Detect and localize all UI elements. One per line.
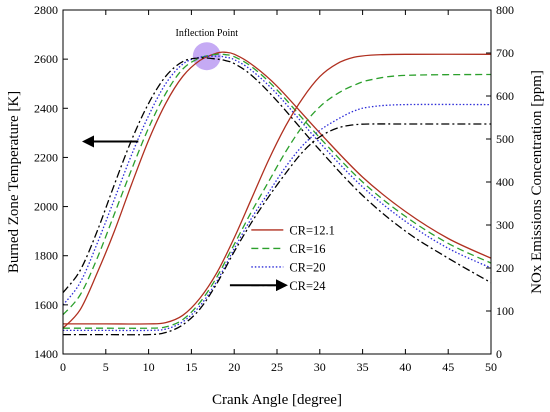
x-tick-label: 30 <box>314 360 326 374</box>
temperature-line-CR121 <box>62 51 492 329</box>
y-left-tick-label: 2600 <box>34 52 58 66</box>
y-right-tick-label: 300 <box>496 218 514 232</box>
y-right-tick-label: 600 <box>496 89 514 103</box>
x-tick-label: 15 <box>185 360 197 374</box>
y-left-tick-label: 2400 <box>34 101 58 115</box>
y-left-tick-label: 1600 <box>34 298 58 312</box>
y-left-tick-label: 2200 <box>34 150 58 164</box>
y-right-tick-label: 700 <box>496 46 514 60</box>
y-left-tick-label: 2800 <box>34 3 58 17</box>
x-tick-label: 45 <box>442 360 454 374</box>
y-right-tick-label: 400 <box>496 175 514 189</box>
x-tick-label: 25 <box>271 360 283 374</box>
y-right-tick-label: 800 <box>496 3 514 17</box>
x-tick-label: 5 <box>103 360 109 374</box>
temperature-line-CR16 <box>62 53 492 316</box>
y-left-tick-label: 1400 <box>34 347 58 361</box>
ticks-layer: 0 5 10 15 20 25 30 35 40 45 5014001600180020002200… <box>34 3 514 374</box>
y-left-tick-label: 2000 <box>34 200 58 214</box>
nox-line-CR16 <box>63 73 492 329</box>
x-tick-label: 50 <box>485 360 497 374</box>
x-tick-label: 10 <box>143 360 155 374</box>
y-left-tick-label: 1800 <box>34 249 58 263</box>
y-right-tick-label: 100 <box>496 304 514 318</box>
legend-label: CR=24 <box>289 279 326 293</box>
legend-label: CR=20 <box>289 260 325 274</box>
y-right-tick-label: 500 <box>496 132 514 146</box>
y-right-tick-label: 200 <box>496 261 514 275</box>
x-tick-label: 20 <box>228 360 240 374</box>
x-axis-label: Crank Angle [degree] <box>212 392 342 408</box>
legend-label: CR=16 <box>289 242 325 256</box>
nox-line-CR121 <box>62 53 492 325</box>
nox-line-CR24 <box>62 123 491 336</box>
x-tick-label: 40 <box>399 360 411 374</box>
temperature-line-CR24 <box>62 57 492 294</box>
y-axis-right-label: NOx Emissions Concentration [ppm] <box>529 70 545 294</box>
legend-label: CR=12.1 <box>289 223 335 237</box>
series-layer <box>62 51 492 336</box>
x-tick-label: 0 <box>60 360 66 374</box>
y-axis-left-label: Burned Zone Temperature [K] <box>6 91 22 273</box>
y-right-tick-label: 0 <box>496 347 502 361</box>
legend: CR=12.1 CR=16 CR=20 CR=24 <box>251 223 335 293</box>
x-tick-label: 35 <box>357 360 369 374</box>
inflection-point-label: Inflection Point <box>176 28 239 39</box>
nox-line-CR20 <box>62 103 492 332</box>
